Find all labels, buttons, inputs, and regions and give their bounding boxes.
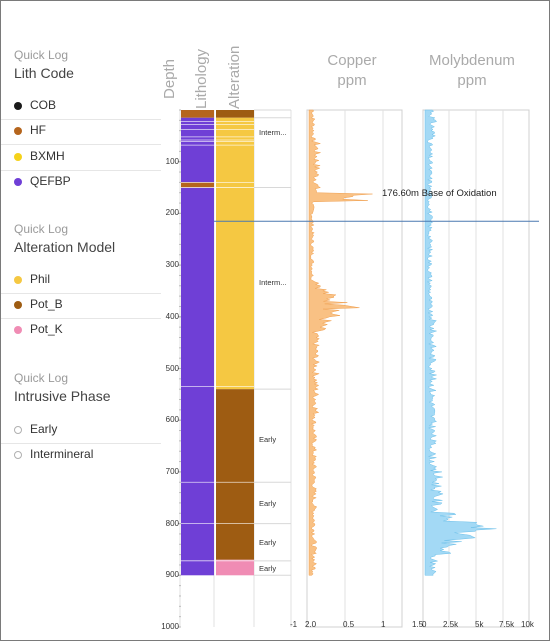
moly-axis-label: 7.5k: [499, 620, 515, 629]
copper-axis-label: 1: [381, 620, 386, 629]
legend-item-qefbp[interactable]: QEFBP: [1, 170, 161, 195]
lithology-interval: [181, 182, 214, 188]
molybdenum-header: Molybdenum ppm: [417, 51, 527, 91]
log-tracks: [178, 109, 539, 628]
dot-icon: [14, 326, 22, 334]
depth-tick-label: 500: [165, 363, 179, 373]
dot-icon: [14, 127, 22, 135]
copper-axis-label: 0.5: [343, 620, 355, 629]
legend-panel: Quick Log Lith Code COB HF BXMH QEFBP Qu…: [1, 1, 161, 640]
alteration-model-title: Alteration Model: [14, 239, 116, 255]
legend-label: Early: [30, 422, 58, 436]
depth-tick-label: 800: [165, 518, 179, 528]
depth-tick-label: 300: [165, 260, 179, 270]
depth-tick-label: 100: [165, 156, 179, 166]
legend-item-hf[interactable]: HF: [1, 119, 161, 145]
alteration-interval: [216, 117, 254, 390]
dot-icon: [14, 301, 22, 309]
moly-axis-label: 2.5k: [443, 620, 459, 629]
phase-label: Interm...: [259, 278, 287, 288]
legend-item-pot-k[interactable]: Pot_K: [1, 318, 161, 343]
alteration-model-subtitle: Quick Log: [14, 222, 69, 236]
phase-label: Early: [259, 564, 277, 574]
dot-icon: [14, 178, 22, 186]
molybdenum-profile: [424, 109, 497, 576]
alteration-interval: [216, 559, 254, 576]
alteration-interval: [216, 110, 254, 118]
lith-code-title: Lith Code: [14, 65, 74, 81]
legend-item-phil[interactable]: Phil: [1, 268, 161, 294]
dot-icon: [14, 276, 22, 284]
legend-label: Intermineral: [30, 447, 94, 461]
copper-header-text: Copper ppm: [327, 52, 377, 89]
dot-icon: [14, 102, 22, 110]
depth-tick-label: 600: [165, 415, 179, 425]
depth-tick-label: 400: [165, 311, 179, 321]
oxidation-annotation: 176.60m Base of Oxidation: [382, 188, 497, 199]
depth-tick-label: 200: [165, 208, 179, 218]
moly-axis-label: 1.5: [412, 620, 424, 629]
phase-label: Early: [259, 434, 277, 444]
hollow-dot-icon: [14, 426, 22, 434]
legend-label: HF: [30, 123, 46, 137]
legend-label: QEFBP: [30, 174, 71, 188]
molybdenum-header-text: Molybdenum ppm: [429, 52, 515, 89]
depth-tick-label: 1000: [161, 622, 179, 631]
moly-axis-label: 10k: [521, 620, 534, 629]
phase-label: Early: [259, 538, 277, 548]
hollow-dot-icon: [14, 451, 22, 459]
legend-label: Phil: [30, 272, 51, 286]
copper-header: Copper ppm: [307, 51, 397, 91]
copper-axis-label: 2.0: [305, 620, 317, 629]
legend-label: Pot_K: [30, 322, 63, 336]
moly-axis-label: 0: [422, 620, 427, 629]
copper-axis-label: -1: [290, 620, 298, 629]
track-frame: [306, 109, 403, 628]
depth-tick-label: 900: [165, 570, 179, 580]
legend-label: Pot_B: [30, 297, 63, 311]
intrusive-phase-subtitle: Quick Log: [14, 371, 69, 385]
lith-code-subtitle: Quick Log: [14, 48, 69, 62]
dot-icon: [14, 153, 22, 161]
legend-item-pot-b[interactable]: Pot_B: [1, 293, 161, 319]
lithology-interval: [181, 110, 214, 118]
lithology-interval: [181, 187, 214, 576]
legend-item-bxmh[interactable]: BXMH: [1, 145, 161, 171]
drillhole-log-panel: Depth Lithology Alteration Copper ppm Mol…: [159, 1, 539, 640]
lithology-interval: [181, 117, 214, 183]
phase-label: Interm...: [259, 128, 287, 138]
phase-label: Early: [259, 498, 277, 508]
copper-profile: [308, 109, 373, 576]
legend-label: COB: [30, 98, 57, 112]
depth-tick-label: 700: [165, 466, 179, 476]
moly-axis-label: 5k: [475, 620, 484, 629]
legend-item-intermineral[interactable]: Intermineral: [1, 443, 161, 468]
intrusive-phase-title: Intrusive Phase: [14, 388, 111, 404]
alteration-interval: [216, 389, 254, 560]
legend-item-cob[interactable]: COB: [1, 94, 161, 120]
legend-item-early[interactable]: Early: [1, 418, 161, 444]
legend-label: BXMH: [30, 149, 65, 163]
